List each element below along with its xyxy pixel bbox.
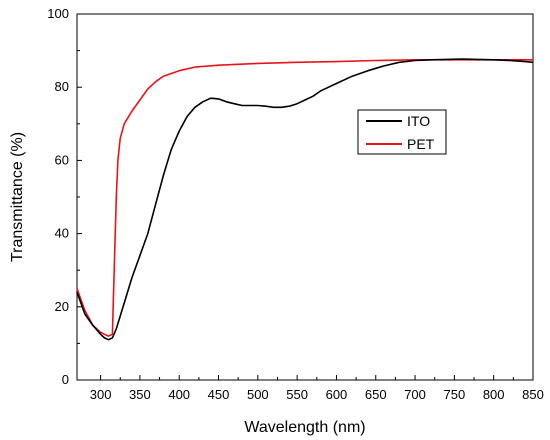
x-tick-label: 400 <box>168 387 190 402</box>
series-line-pet <box>76 58 533 337</box>
y-axis-title: Transmittance (%) <box>9 132 26 262</box>
x-tick-label: 650 <box>365 387 387 402</box>
x-tick-label: 300 <box>90 387 112 402</box>
series-layer <box>76 58 534 341</box>
x-tick-label: 350 <box>129 387 151 402</box>
x-axis-title: Wavelength (nm) <box>244 419 365 436</box>
series-line-ito <box>76 58 534 341</box>
axis-ticks: 300 350 400 450 500 550 600 650 700 750 800 850 0 20 4… <box>47 6 544 402</box>
x-tick-label: 450 <box>208 387 230 402</box>
y-tick-label: 40 <box>55 226 69 241</box>
x-tick-label: 800 <box>483 387 505 402</box>
y-tick-label: 20 <box>55 299 69 314</box>
x-tick-label: 850 <box>522 387 544 402</box>
y-tick-label: 100 <box>47 6 69 21</box>
y-tick-label: 80 <box>55 79 69 94</box>
x-tick-label: 700 <box>404 387 426 402</box>
y-tick-label: 0 <box>62 372 69 387</box>
x-tick-label: 550 <box>286 387 308 402</box>
y-tick-label: 60 <box>55 152 69 167</box>
legend-label-pet: PET <box>407 136 435 152</box>
x-tick-label: 750 <box>444 387 466 402</box>
legend-box <box>357 109 447 155</box>
x-tick-label: 600 <box>326 387 348 402</box>
x-tick-label: 500 <box>247 387 269 402</box>
plot-frame <box>76 13 534 381</box>
legend: ITO PET <box>357 109 447 155</box>
legend-label-ito: ITO <box>407 113 430 129</box>
